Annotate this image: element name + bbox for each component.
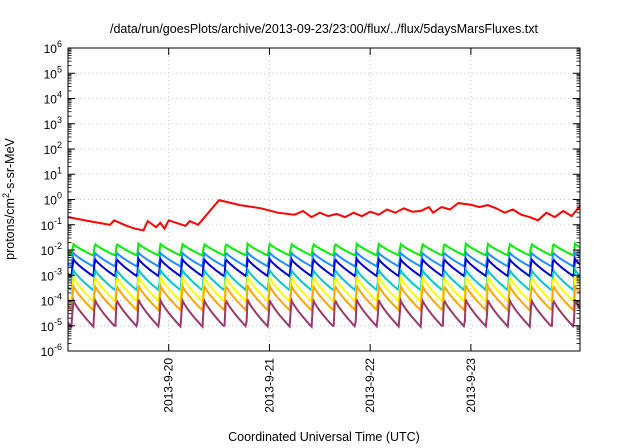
x-axis-label: Coordinated Universal Time (UTC): [228, 430, 420, 444]
series-line-5: [68, 265, 580, 293]
y-tick-label: 103: [44, 115, 62, 132]
series-line-4: [68, 255, 580, 279]
x-tick-label: 2013-9-23: [464, 358, 478, 413]
series-line-1: [68, 198, 580, 232]
y-tick-label: 10-1: [41, 216, 62, 233]
y-tick-label: 10-2: [41, 241, 62, 258]
y-tick-label: 101: [44, 165, 62, 182]
y-tick-label: 102: [44, 140, 62, 157]
x-axis-ticks: 2013-9-20 2013-9-21 2013-9-22 2013-9-23: [162, 48, 478, 413]
x-tick-label: 2013-9-21: [262, 358, 276, 413]
y-tick-label: 10-6: [41, 342, 62, 359]
y-tick-label: 104: [44, 90, 62, 107]
series-line-2: [68, 241, 580, 258]
y-tick-label: 106: [44, 39, 62, 56]
series-group: [68, 198, 580, 330]
y-tick-label: 100: [44, 191, 62, 208]
series-line-8: [68, 296, 580, 330]
x-tick-label: 2013-9-22: [363, 358, 377, 413]
y-tick-label: 10-3: [41, 266, 62, 283]
y-tick-label: 10-5: [41, 317, 62, 334]
chart-title: /data/run/goesPlots/archive/2013-09-23/2…: [110, 22, 539, 36]
series-line-3: [68, 249, 580, 269]
y-axis-label: protons/cm2-s-sr-MeV: [1, 137, 17, 259]
y-axis-ticks: 10-6 10-5 10-4 10-3 10-2 10-1 100 101 102 103 104 1…: [41, 39, 580, 359]
y-tick-label: 10-4: [41, 292, 62, 309]
x-tick-label: 2013-9-20: [162, 358, 176, 413]
series-line-7: [68, 282, 580, 313]
y-tick-label: 105: [44, 64, 62, 81]
